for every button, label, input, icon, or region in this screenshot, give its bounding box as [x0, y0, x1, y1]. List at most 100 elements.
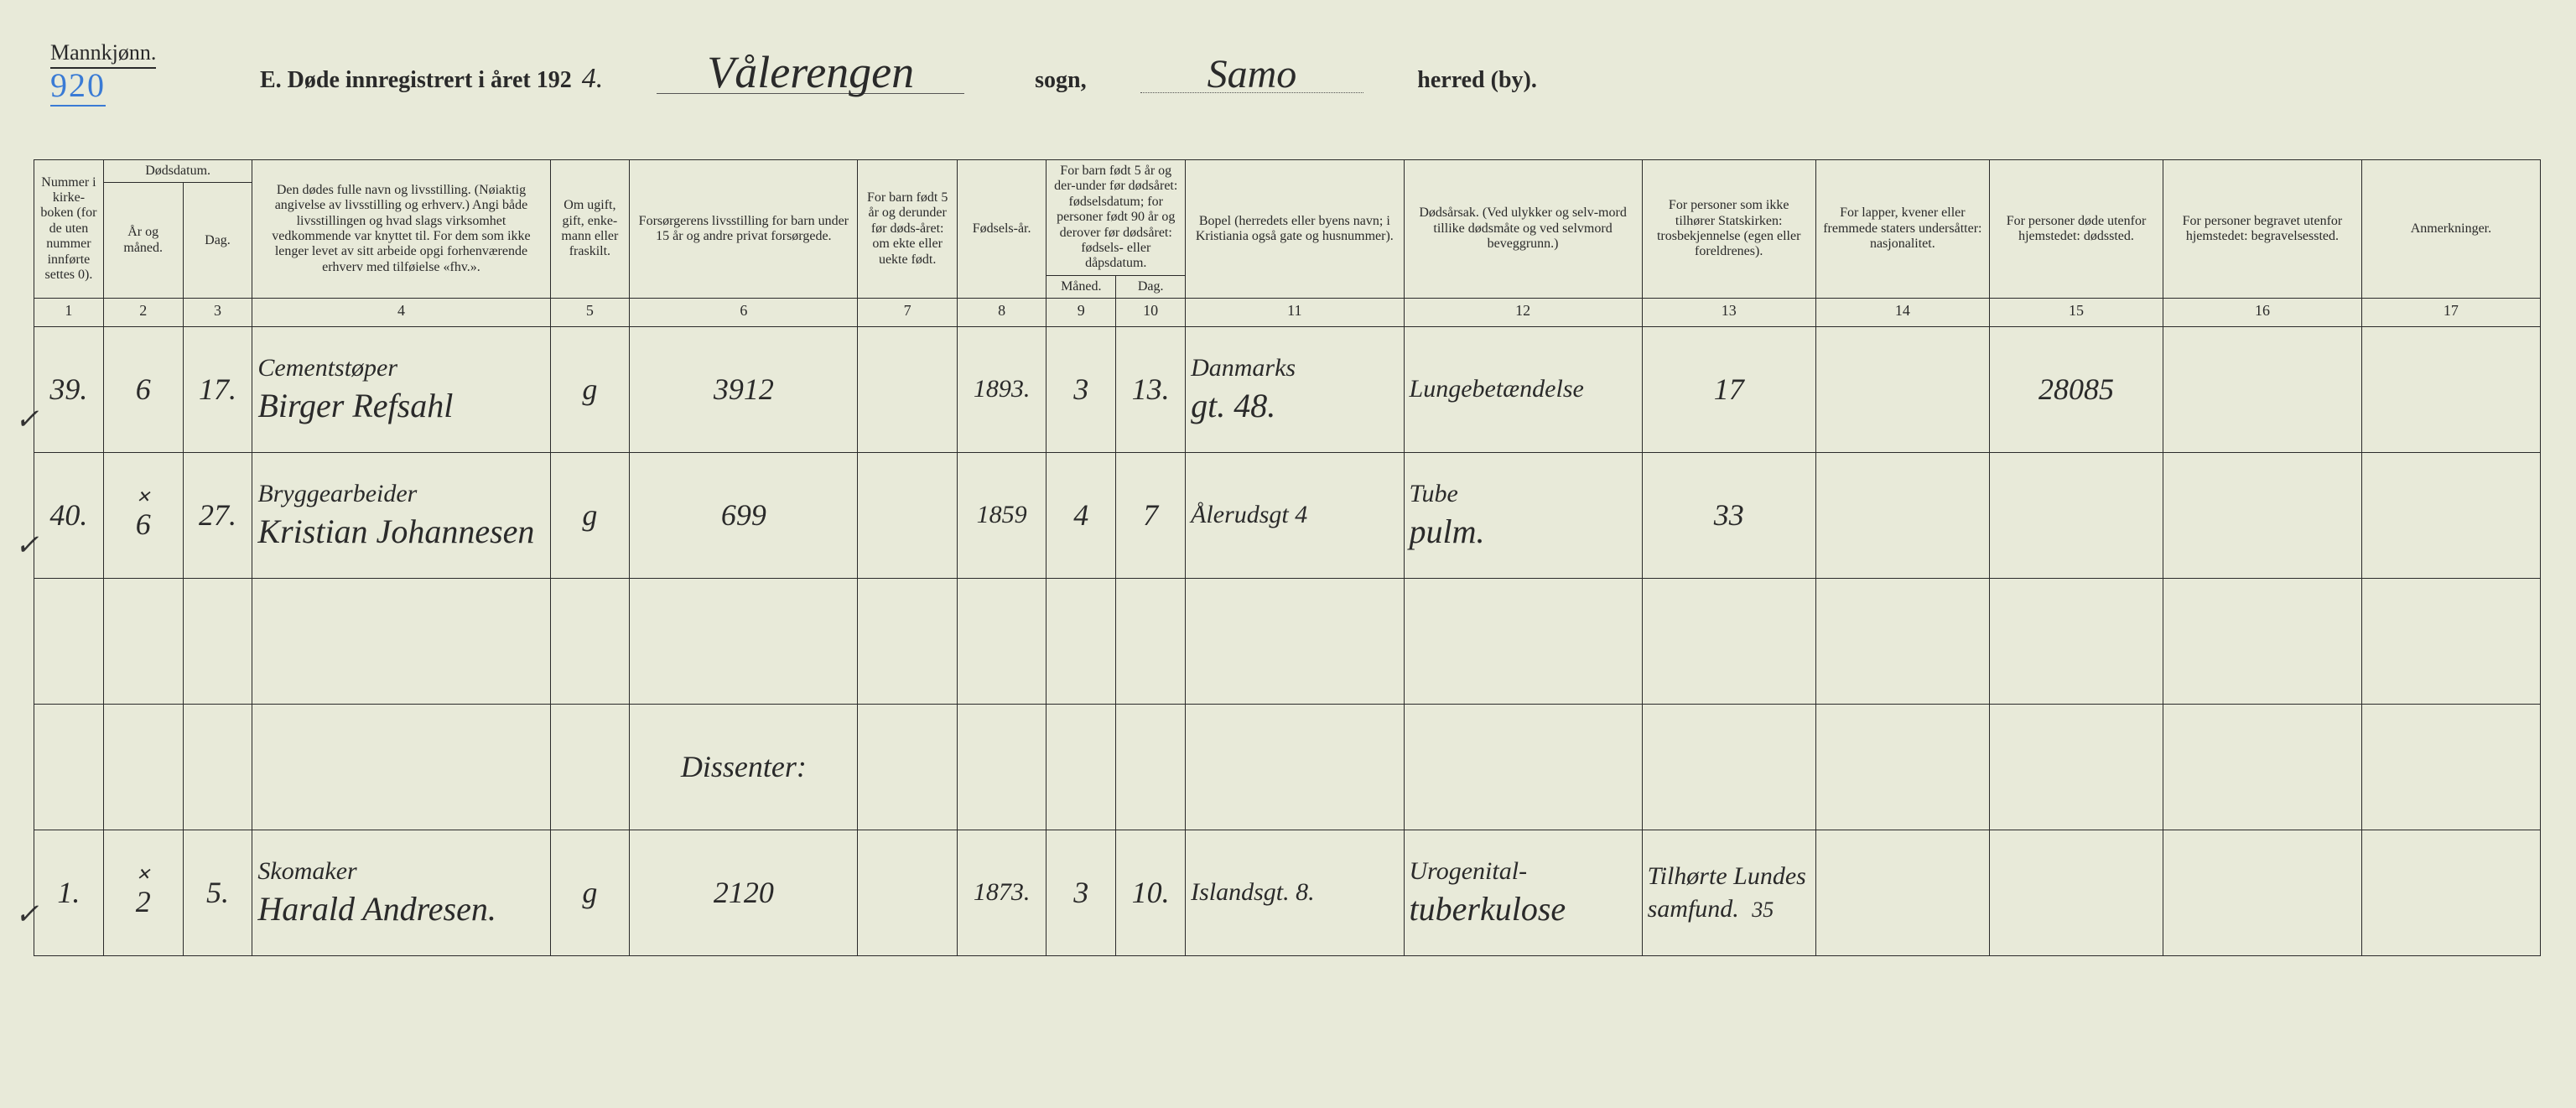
death-register-table: Nummer i kirke-boken (for de uten nummer…	[34, 159, 2541, 956]
person-name: Birger Refsahl	[257, 387, 544, 425]
death-day: 5.	[183, 830, 252, 956]
col-num: 4	[252, 299, 550, 327]
col-subheader: Dag.	[1116, 275, 1186, 298]
col-num: 11	[1186, 299, 1404, 327]
col-num: 8	[957, 299, 1046, 327]
table-header: Nummer i kirke-boken (for de uten nummer…	[34, 160, 2541, 327]
name-occupation: Bryggearbeider Kristian Johannesen	[252, 453, 550, 579]
col-header: For barn født 5 år og der-under før døds…	[1046, 160, 1186, 276]
provider-occupation: 3912	[630, 327, 858, 453]
faith-num: 35	[1752, 897, 1774, 922]
sogn-label: sogn,	[1035, 67, 1086, 94]
nationality	[1815, 453, 1989, 579]
marital-status: g	[550, 327, 630, 453]
herred-label: herred (by).	[1417, 67, 1537, 94]
col-header: For lapper, kvener eller fremmede stater…	[1815, 160, 1989, 299]
death-year-month: ✕ 6	[103, 453, 183, 579]
residence-line2: gt. 48.	[1191, 387, 1398, 425]
table-body: 39. 6 17. Cementstøper Birger Refsahl g …	[34, 327, 2541, 956]
cause-line1: Urogenital-	[1410, 857, 1637, 887]
birth-year: 1859	[957, 453, 1046, 579]
col-num: 5	[550, 299, 630, 327]
remarks	[2361, 830, 2540, 956]
birth-year: 1893.	[957, 327, 1046, 453]
col-header: Om ugift, gift, enke-mann eller fraskilt…	[550, 160, 630, 299]
birth-day: 13.	[1116, 327, 1186, 453]
provider-occupation: 699	[630, 453, 858, 579]
faith-line2: samfund.	[1648, 895, 1739, 923]
column-number-row: 1 2 3 4 5 6 7 8 9 10 11 12 13 14 15 16 1…	[34, 299, 2541, 327]
marital-status: g	[550, 830, 630, 956]
cause-line1: Tube	[1410, 480, 1637, 509]
cause-line2: tuberkulose	[1410, 890, 1637, 929]
col-num: 15	[1989, 299, 2163, 327]
col-header: For personer begravet utenfor hjemstedet…	[2163, 160, 2362, 299]
birth-month: 3	[1046, 327, 1116, 453]
register-header: E. Døde innregistrert i året 1924. Våler…	[260, 52, 2526, 95]
page-number-handwritten: 920	[50, 65, 106, 107]
col-header: Bopel (herredets eller byens navn; i Kri…	[1186, 160, 1404, 299]
occupation: Skomaker	[257, 857, 544, 887]
parish-name: Vålerengen	[657, 52, 964, 94]
legitimacy	[858, 327, 957, 453]
col-header: For personer som ikke tilhører Statskirk…	[1642, 160, 1815, 299]
faith: Tilhørte Lundes samfund. 35	[1642, 830, 1815, 956]
birth-month: 3	[1046, 830, 1116, 956]
col-header: Den dødes fulle navn og livsstilling. (N…	[252, 160, 550, 299]
col-num: 7	[858, 299, 957, 327]
legitimacy	[858, 830, 957, 956]
col-num: 3	[183, 299, 252, 327]
death-year-month: ✕ 2	[103, 830, 183, 956]
register-page: Mannkjønn. 920 E. Døde innregistrert i å…	[0, 0, 2576, 1108]
col-num: 14	[1815, 299, 1989, 327]
person-name: Kristian Johannesen	[257, 512, 544, 551]
col-header: Nummer i kirke-boken (for de uten nummer…	[34, 160, 104, 299]
occupation: Cementstøper	[257, 354, 544, 383]
col-num: 10	[1116, 299, 1186, 327]
col-header: Forsørgerens livsstilling for barn under…	[630, 160, 858, 299]
place-of-death: 28085	[1989, 327, 2163, 453]
col-subheader: År og måned.	[103, 183, 183, 299]
entry-number: 1.	[34, 830, 104, 956]
remarks	[2361, 453, 2540, 579]
nationality	[1815, 327, 1989, 453]
col-num: 17	[2361, 299, 2540, 327]
name-occupation: Cementstøper Birger Refsahl	[252, 327, 550, 453]
cause-of-death: Lungebetændelse	[1404, 327, 1642, 453]
col-num: 6	[630, 299, 858, 327]
table-row: 1. ✕ 2 5. Skomaker Harald Andresen. g 21…	[34, 830, 2541, 956]
col-num: 2	[103, 299, 183, 327]
entry-number: 40.	[34, 453, 104, 579]
col-header: Dødsårsak. (Ved ulykker og selv-mord til…	[1404, 160, 1642, 299]
burial-place	[2163, 327, 2362, 453]
person-name: Harald Andresen.	[257, 890, 544, 929]
provider-occupation: 2120	[630, 830, 858, 956]
nationality	[1815, 830, 1989, 956]
occupation: Bryggearbeider	[257, 480, 544, 509]
legitimacy	[858, 453, 957, 579]
burial-place	[2163, 830, 2362, 956]
col-num: 13	[1642, 299, 1815, 327]
dissenter-label: Dissenter:	[630, 705, 858, 830]
cause-of-death: Tube pulm.	[1404, 453, 1642, 579]
col-num: 12	[1404, 299, 1642, 327]
faith: 33	[1642, 453, 1815, 579]
faith: 17	[1642, 327, 1815, 453]
burial-place	[2163, 453, 2362, 579]
col-header: Fødsels-år.	[957, 160, 1046, 299]
col-num: 16	[2163, 299, 2362, 327]
remarks	[2361, 327, 2540, 453]
table-row: 39. 6 17. Cementstøper Birger Refsahl g …	[34, 327, 2541, 453]
residence: Ålerudsgt 4	[1186, 453, 1404, 579]
col-subheader: Dag.	[183, 183, 252, 299]
residence-line1: Danmarks	[1191, 354, 1398, 383]
marital-status: g	[550, 453, 630, 579]
name-occupation: Skomaker Harald Andresen.	[252, 830, 550, 956]
cause-of-death: Urogenital- tuberkulose	[1404, 830, 1642, 956]
cross-mark-icon: ✕	[109, 866, 178, 885]
col-header: Anmerkninger.	[2361, 160, 2540, 299]
faith-line1: Tilhørte Lundes	[1648, 862, 1810, 892]
header-prefix: E. Døde innregistrert i året 192	[260, 67, 572, 94]
birth-year: 1873.	[957, 830, 1046, 956]
col-subheader: Måned.	[1046, 275, 1116, 298]
